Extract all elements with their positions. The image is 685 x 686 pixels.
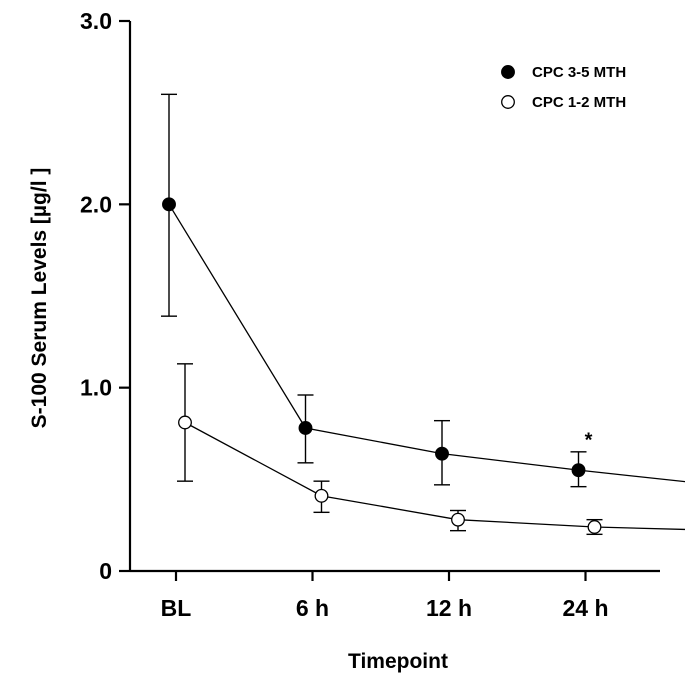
x-tick-label: 6 h (296, 595, 329, 621)
y-tick-label: 2.0 (80, 191, 112, 217)
y-tick-label: 0 (99, 558, 112, 584)
data-point (298, 421, 313, 435)
series-layer: * (161, 93, 685, 536)
legend-label: CPC 1-2 MTH (532, 94, 626, 111)
data-point (162, 197, 176, 212)
y-tick-label: 3.0 (80, 8, 112, 34)
data-point (571, 463, 586, 478)
series-cpc-3-5-mth (161, 93, 685, 488)
data-point (314, 488, 329, 503)
series-cpc-1-2-mth (177, 363, 685, 536)
x-axis-title: Timepoint (348, 650, 448, 673)
y-tick-label: 1.0 (80, 375, 112, 401)
data-point (451, 512, 465, 527)
legend: CPC 3-5 MTH CPC 1-2 MTH (501, 64, 626, 111)
series-line (168, 203, 685, 483)
x-tick-label: 24 h (562, 595, 608, 621)
series-line (184, 421, 685, 531)
legend-marker (501, 95, 515, 109)
data-point (587, 520, 602, 534)
significance-marker: * (585, 430, 593, 452)
legend-marker (501, 65, 515, 79)
x-tick-label: 12 h (426, 595, 472, 621)
legend-label: CPC 3-5 MTH (532, 64, 626, 81)
data-point (435, 446, 449, 461)
y-axis-title: S-100 Serum Levels [µg/l ] (28, 168, 51, 429)
data-point (178, 415, 192, 430)
x-tick-label: BL (161, 595, 192, 621)
